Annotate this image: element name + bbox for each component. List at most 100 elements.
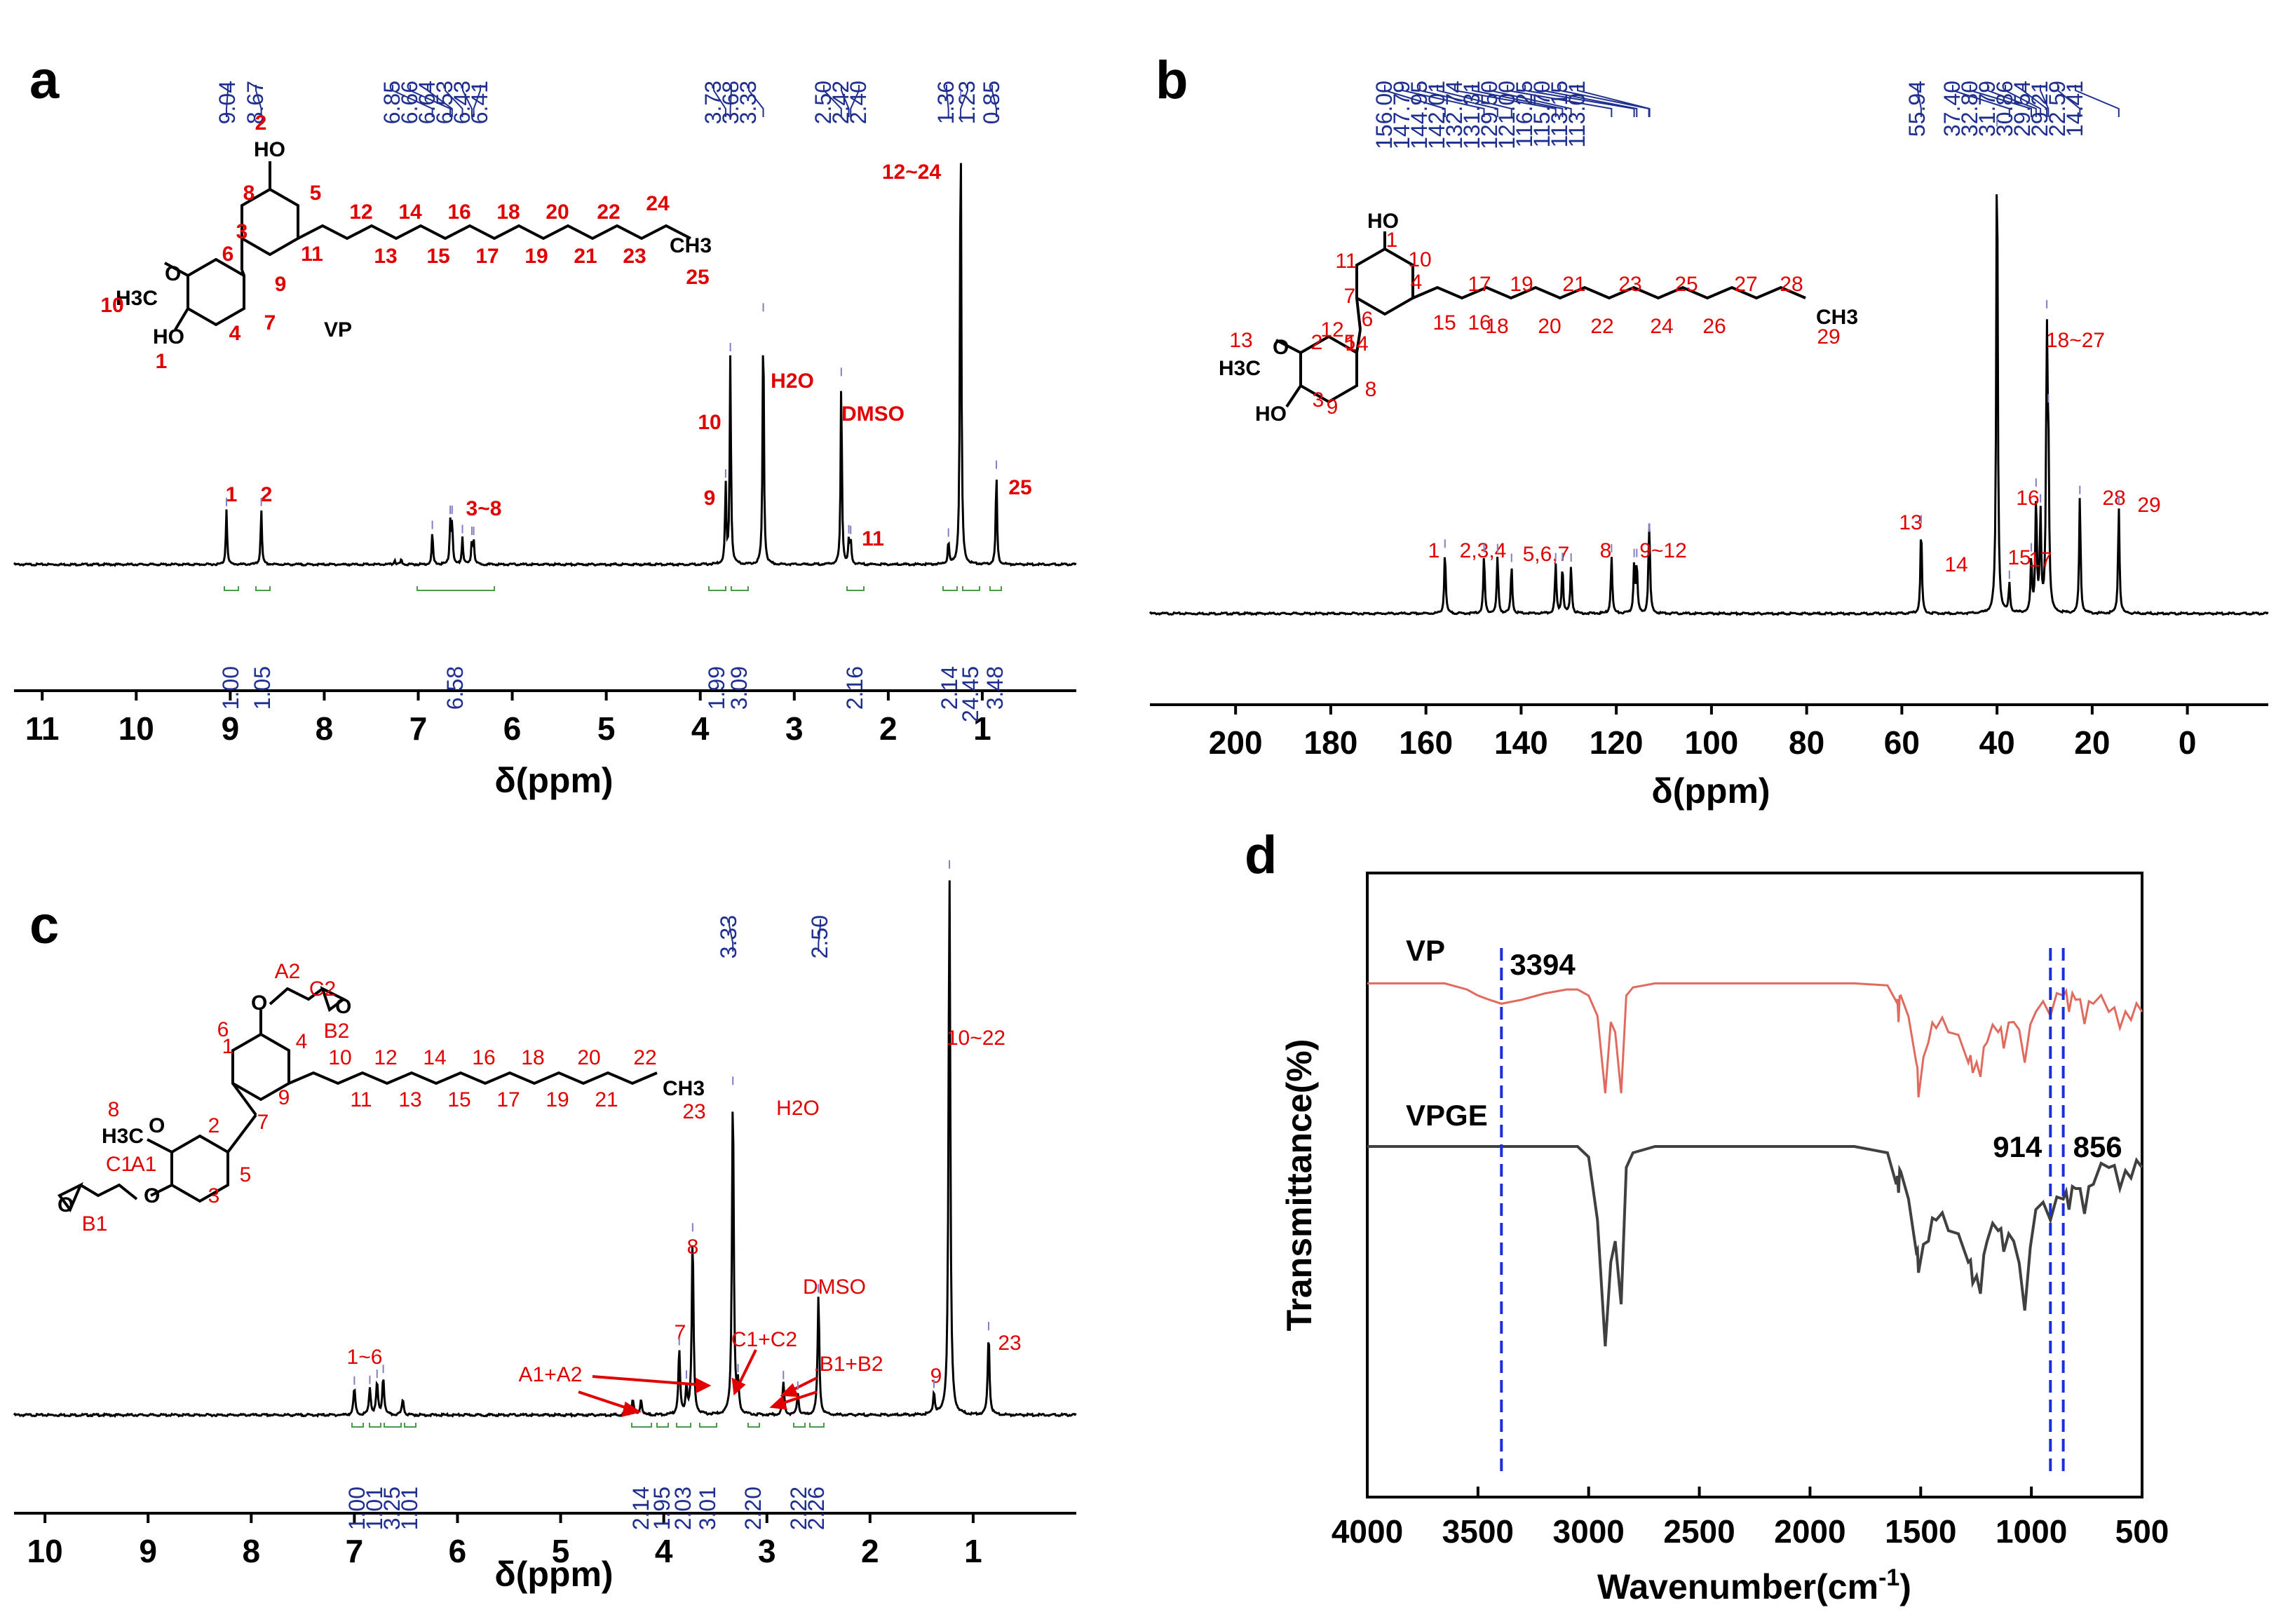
- d-x-title: Wavenumber(cm-1): [1597, 1564, 1911, 1606]
- b-assignment-label: 17: [2028, 548, 2052, 571]
- d-plot-frame: [1366, 872, 2143, 1498]
- b-struct-ho-bottom: HO: [1255, 402, 1287, 426]
- a-integral-value: 1.00: [218, 666, 243, 710]
- c-assignment-label: 8: [687, 1236, 699, 1259]
- a-atom-number: 1: [156, 350, 168, 373]
- a-assignment-label: H2O: [771, 370, 814, 393]
- c-struct-ch3: CH3: [663, 1077, 705, 1100]
- a-integral-value: 3.09: [726, 666, 752, 710]
- a-integral-bracket: [731, 586, 749, 591]
- c-atom-number: 16: [472, 1046, 495, 1069]
- c-struct-o-top: O: [251, 992, 267, 1015]
- c-struct-o-mid: O: [149, 1114, 165, 1137]
- b-atom-number: 20: [1538, 315, 1561, 338]
- b-ppm-connector: [1472, 85, 1564, 117]
- a-ppm-connector: [445, 85, 463, 117]
- c-atom-number: 18: [521, 1046, 544, 1069]
- a-tick-label: 1: [973, 710, 991, 747]
- b-ppm-connector: [1489, 85, 1572, 117]
- b-ppm-connector: [2022, 85, 2048, 117]
- c-arrows: [578, 1349, 818, 1417]
- c-x-title: δ(ppm): [494, 1555, 613, 1594]
- c-atom-number: 14: [423, 1046, 446, 1069]
- c-struct-o-bottom: O: [144, 1184, 160, 1207]
- a-atom-number: 20: [546, 201, 569, 224]
- a-ppm-connector: [946, 85, 949, 117]
- b-x-ticks: 200 180 160 140 120 100 80 60 40 20 0: [1209, 705, 2196, 761]
- c-integral-bracket: [676, 1423, 691, 1428]
- a-tick-label: 6: [503, 710, 522, 747]
- c-atom-number: 4: [296, 1030, 308, 1053]
- a-ppm-labels: 9.04 8.67 6.856.666.646.536.436.41 3.733.68…: [215, 81, 1004, 124]
- c-atom-number: 23: [682, 1100, 705, 1123]
- b-assignment-label: 13: [1899, 511, 1922, 534]
- c-tick-label: 10: [27, 1533, 63, 1569]
- c-assignment-label: A1+A2: [519, 1363, 583, 1386]
- b-atom-number: 15: [1432, 311, 1456, 334]
- a-integral-bracket: [942, 586, 958, 591]
- b-atom-number: 23: [1618, 273, 1641, 296]
- a-struct-ho-top: HO: [254, 138, 285, 161]
- a-tick-label: 11: [25, 710, 60, 747]
- b-structure: [1275, 231, 1806, 408]
- a-atom-number: 16: [447, 201, 470, 224]
- a-ppm-connector: [713, 85, 726, 117]
- a-struct-ch3: CH3: [670, 234, 712, 257]
- a-integral-value: 2.14: [937, 666, 962, 710]
- c-atom-number: 10: [328, 1046, 351, 1069]
- a-atom-number: 13: [374, 245, 397, 268]
- c-integral-bracket: [747, 1423, 760, 1428]
- c-atom-number: 22: [633, 1046, 656, 1069]
- a-atom-number: 22: [597, 201, 620, 224]
- panel-label-d: d: [1245, 825, 1277, 885]
- a-integral-value: 2.16: [842, 666, 867, 710]
- c-ppm-connector: [729, 919, 734, 952]
- d-label-vpge: VPGE: [1406, 1099, 1488, 1132]
- c-integral-bracket: [809, 1423, 825, 1428]
- b-ppm-connector: [2040, 85, 2050, 117]
- a-ppm-connector: [226, 85, 229, 117]
- d-tick-label: 4000: [1332, 1513, 1403, 1550]
- a-atom-number: 18: [496, 201, 520, 224]
- d-marker-label: 3394: [1510, 948, 1576, 981]
- b-tick-label: 200: [1209, 724, 1263, 761]
- b-spectrum-line: [1149, 194, 2269, 616]
- b-ppm-connector: [1454, 85, 1557, 117]
- a-assignment-label: 3~8: [466, 497, 502, 520]
- a-assignment-label: DMSO: [841, 402, 905, 426]
- b-tick-label: 60: [1884, 724, 1920, 761]
- a-struct-o: O: [165, 262, 181, 285]
- b-atom-number: 29: [1817, 325, 1840, 349]
- c-atom-number: 2: [208, 1114, 220, 1137]
- a-atom-number: 14: [398, 201, 422, 224]
- b-atom-number: 21: [1562, 273, 1585, 296]
- a-tick-label: 8: [316, 710, 334, 747]
- a-x-title: δ(ppm): [494, 761, 613, 800]
- b-atom-number: 8: [1365, 378, 1377, 401]
- a-ppm-connector: [748, 85, 764, 117]
- a-assignment-label: 12~24: [882, 161, 942, 184]
- a-integral-value: 24.45: [958, 666, 983, 722]
- b-struct-ho-top: HO: [1367, 210, 1399, 233]
- c-atom-number: 15: [447, 1088, 470, 1111]
- b-assignment-label: 1: [1428, 539, 1440, 562]
- b-assignment-label: 2,3,4: [1460, 539, 1507, 562]
- d-tick-label: 500: [2115, 1513, 2169, 1550]
- b-atom-number: 4: [1411, 271, 1423, 294]
- b-atom-number: 25: [1674, 273, 1698, 296]
- c-atom-number: 8: [108, 1098, 120, 1121]
- d-tick-label: 2000: [1774, 1513, 1845, 1550]
- a-integral-value: 1.05: [250, 666, 275, 710]
- c-integral-bracket: [384, 1423, 402, 1428]
- b-x-title: δ(ppm): [1651, 771, 1770, 811]
- d-tick-label: 2500: [1663, 1513, 1735, 1550]
- c-tick-label: 8: [243, 1533, 261, 1569]
- b-tick-label: 80: [1789, 724, 1824, 761]
- a-x-ticks: 11 10 9 8 7 6 5 4 3 2 1: [25, 691, 991, 747]
- a-integral-bracket: [224, 586, 239, 591]
- panel-label-c: c: [29, 895, 59, 955]
- b-ppm-connector: [1577, 85, 1651, 117]
- c-struct-epoxide-o-top: O: [335, 995, 351, 1018]
- c-assignment-label: 9: [930, 1365, 942, 1388]
